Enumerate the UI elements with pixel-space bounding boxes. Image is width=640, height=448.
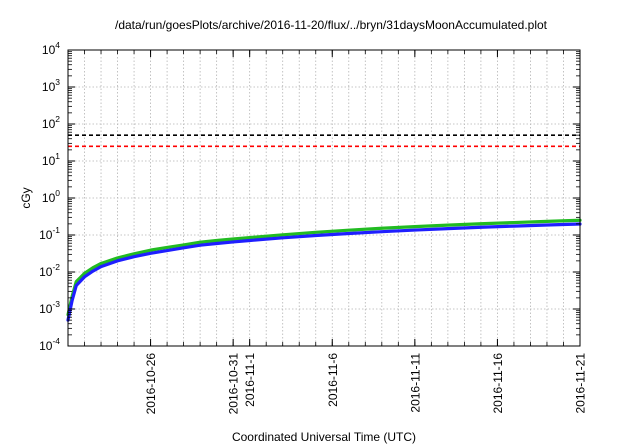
y-tick-exponent: -3 — [52, 299, 60, 309]
y-tick-label: 10-3 — [39, 299, 60, 316]
y-tick-exponent: -2 — [52, 262, 60, 272]
series-line-1 — [66, 218, 582, 317]
y-tick-exponent: 1 — [55, 151, 60, 161]
x-axis-label: Coordinated Universal Time (UTC) — [232, 430, 416, 444]
y-tick-base: 10 — [39, 265, 53, 279]
y-tick-label: 103 — [42, 77, 60, 94]
y-tick-base: 10 — [42, 191, 56, 205]
x-tick-label: 2016-11-1 — [243, 353, 257, 407]
y-tick-label: 101 — [42, 151, 60, 168]
y-tick-base: 10 — [39, 302, 53, 316]
x-tick-label: 2016-11-11 — [408, 353, 422, 413]
y-tick-exponent: 3 — [55, 77, 60, 87]
y-tick-label: 102 — [42, 114, 60, 131]
y-tick-label: 10-2 — [39, 262, 60, 279]
y-tick-base: 10 — [42, 117, 56, 131]
y-tick-label: 104 — [42, 40, 60, 57]
y-tick-exponent: 4 — [55, 40, 60, 50]
chart-title: /data/run/goesPlots/archive/2016-11-20/f… — [115, 18, 548, 32]
y-tick-exponent: 2 — [55, 114, 60, 124]
y-tick-base: 10 — [39, 228, 53, 242]
y-tick-base: 10 — [39, 339, 53, 353]
y-tick-exponent: 0 — [55, 188, 60, 198]
x-tick-label: 2016-11-21 — [574, 353, 588, 414]
y-tick-base: 10 — [42, 154, 56, 168]
x-tick-label: 2016-10-26 — [144, 353, 158, 415]
x-tick-label: 2016-11-16 — [491, 353, 505, 414]
y-tick-label: 10-4 — [39, 336, 60, 353]
y-tick-base: 10 — [42, 43, 56, 57]
y-tick-label: 10-1 — [39, 225, 60, 242]
y-tick-exponent: -4 — [52, 336, 60, 346]
x-tick-label: 2016-10-31 — [227, 353, 241, 415]
y-tick-label: 100 — [42, 188, 60, 205]
y-axis-label: cGy — [19, 187, 33, 208]
y-tick-base: 10 — [42, 80, 56, 94]
series-line-2 — [66, 222, 582, 322]
x-tick-label: 2016-11-6 — [326, 353, 340, 407]
y-tick-exponent: -1 — [52, 225, 60, 235]
